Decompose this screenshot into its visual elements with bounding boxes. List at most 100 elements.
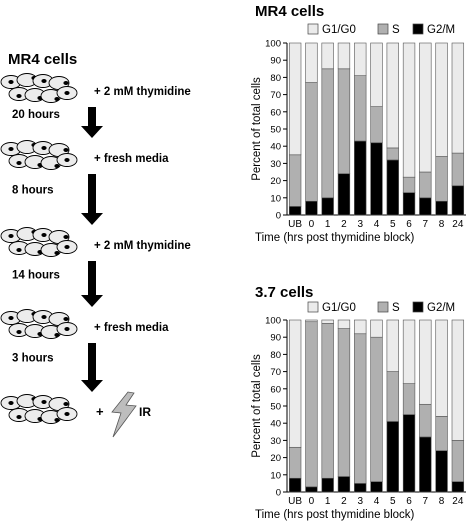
bar-segment — [386, 371, 399, 422]
bar-segment — [288, 154, 302, 207]
cell-cluster — [0, 309, 78, 339]
bar-segment — [370, 142, 383, 216]
protocol-title: MR4 cells — [8, 51, 77, 68]
cell-nucleus — [54, 333, 60, 337]
x-tick-label: 4 — [374, 496, 380, 507]
bar-segment — [354, 319, 367, 335]
bar-segment — [337, 476, 351, 493]
cell-nucleus — [8, 316, 14, 320]
x-tick-label: 8 — [439, 219, 445, 230]
step-label: + 2 mM thymidine — [94, 240, 191, 252]
bar-segment — [419, 171, 432, 199]
y-tick-label: 30 — [270, 159, 281, 170]
cell-nucleus — [63, 235, 69, 239]
x-tick-label: 5 — [390, 219, 396, 230]
bar-segment — [321, 197, 334, 216]
cell-cluster — [0, 140, 78, 170]
chart-title: MR4 cells — [255, 3, 324, 20]
cell-nucleus — [54, 251, 60, 255]
bar-segment — [288, 206, 302, 216]
cell-nucleus — [63, 81, 69, 85]
cell-nucleus — [64, 91, 70, 95]
legend-swatch — [377, 301, 389, 313]
cell-nucleus — [8, 147, 14, 151]
y-tick-label: 10 — [270, 193, 281, 204]
bar-segment — [386, 147, 399, 161]
bar-segment — [305, 321, 318, 488]
bar-segment — [435, 42, 448, 157]
y-tick-label: 40 — [270, 142, 281, 153]
bar-segment — [321, 319, 334, 324]
bar-segment — [419, 42, 432, 173]
bar-segment — [402, 176, 416, 193]
cell-nucleus — [16, 248, 22, 252]
x-tick-label: 24 — [452, 219, 464, 230]
y-tick-label: 100 — [265, 316, 281, 327]
cell-nucleus — [41, 79, 47, 83]
x-tick-label: 8 — [439, 496, 445, 507]
legend-swatch — [412, 301, 424, 313]
bar-segment — [435, 156, 448, 202]
step-label-ir: IR — [139, 405, 151, 419]
x-tick-label: 1 — [325, 219, 331, 230]
bar-segment — [288, 446, 302, 479]
bar-segment — [386, 421, 399, 493]
cell-nucleus — [64, 327, 70, 331]
y-tick-label: 0 — [276, 488, 281, 499]
interval-label: 20 hours — [12, 109, 60, 121]
bar-segment — [354, 333, 367, 484]
legend-swatch — [307, 23, 319, 35]
y-tick-label: 20 — [270, 453, 281, 464]
y-tick-label: 0 — [276, 211, 281, 222]
y-tick-label: 40 — [270, 419, 281, 430]
bar-segment — [321, 68, 334, 199]
bar-segment — [305, 42, 318, 83]
y-axis-label: Percent of total cells — [251, 354, 263, 458]
bar-segment — [305, 486, 318, 493]
y-tick-label: 60 — [270, 384, 281, 395]
x-tick-label: 7 — [423, 219, 429, 230]
cell-nucleus — [8, 80, 14, 84]
bar-segment — [337, 42, 351, 70]
y-tick-label: 70 — [270, 90, 281, 101]
bar-segment — [402, 414, 416, 493]
bar-segment — [451, 152, 465, 187]
legend-label: G2/M — [427, 302, 455, 314]
cell-cluster — [0, 394, 78, 424]
bar-segment — [370, 336, 383, 482]
y-tick-label: 80 — [270, 73, 281, 84]
bar-segment — [370, 106, 383, 144]
bar-segment — [419, 319, 432, 405]
bar-segment — [288, 319, 302, 448]
bar-segment — [402, 383, 416, 415]
y-tick-label: 60 — [270, 107, 281, 118]
bar-segment — [419, 436, 432, 493]
legend-label: G1/G0 — [322, 24, 356, 36]
bar-segment — [370, 42, 383, 107]
bar-segment — [451, 319, 465, 441]
y-tick-label: 100 — [265, 39, 281, 50]
bar-segment — [435, 450, 448, 493]
legend-label: S — [392, 302, 400, 314]
x-axis-label: Time (hrs post thymidine block) — [255, 509, 415, 521]
bar-segment — [354, 75, 367, 142]
cell-nucleus — [63, 148, 69, 152]
bar-segment — [337, 328, 351, 477]
bar-segment — [419, 197, 432, 216]
legend-swatch — [377, 23, 389, 35]
y-tick-label: 90 — [270, 333, 281, 344]
down-arrow-icon — [81, 107, 103, 138]
bar-segment — [435, 319, 448, 417]
x-tick-label: 3 — [357, 496, 363, 507]
bar-segment — [451, 481, 465, 493]
interval-label: 8 hours — [12, 185, 54, 197]
y-tick-label: 80 — [270, 350, 281, 361]
legend-label: G1/G0 — [322, 302, 356, 314]
y-tick-label: 50 — [270, 125, 281, 136]
bar-segment — [435, 416, 448, 452]
cell-nucleus — [54, 164, 60, 168]
cell-nucleus — [16, 415, 22, 419]
bar-segment — [386, 159, 399, 216]
